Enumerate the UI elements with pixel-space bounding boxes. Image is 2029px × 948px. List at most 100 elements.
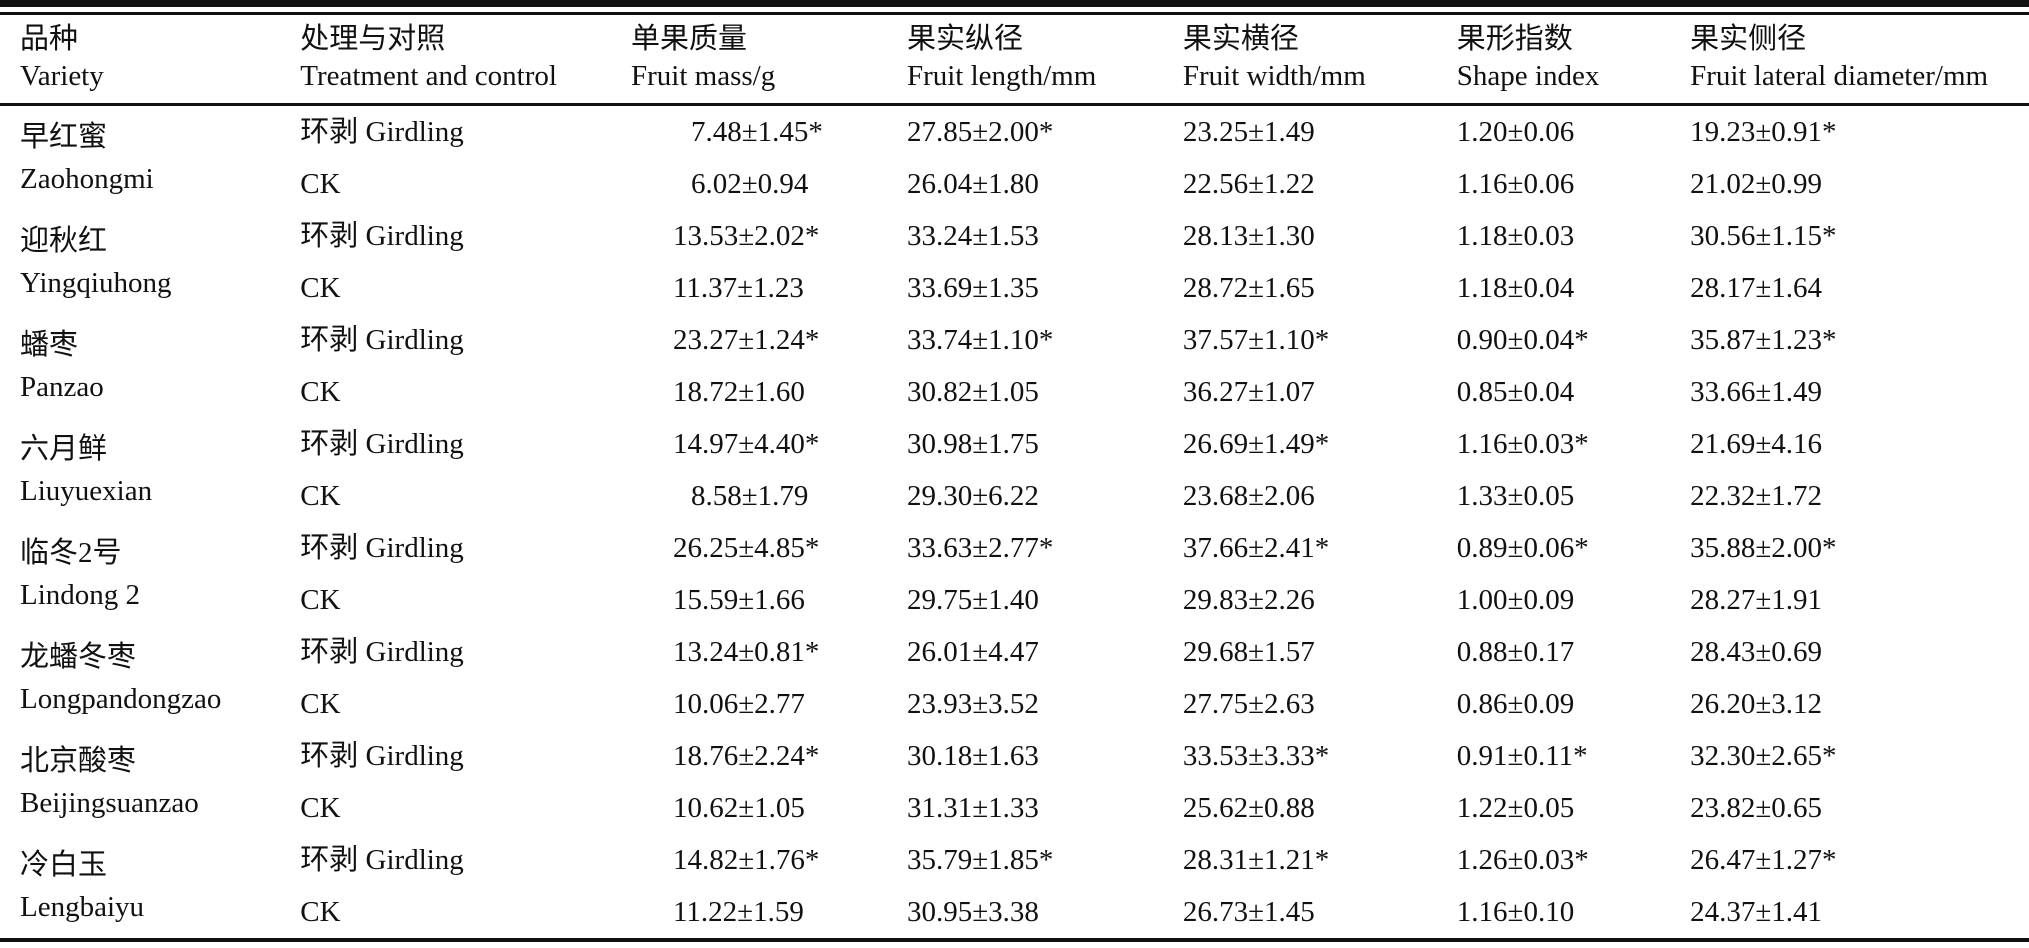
table-body: 早红蜜 Zaohongmi 环剥 Girdling 7.48±1.45* 27.85±2…: [0, 105, 2029, 939]
value-cell: 30.82±1.05: [906, 376, 1039, 408]
value-cell: 7.48±1.45*: [690, 116, 823, 148]
value-cell: 1.20±0.06: [1456, 116, 1575, 148]
value-cell: 0.88±0.17: [1456, 636, 1575, 668]
table-row: 北京酸枣 Beijingsuanzao 环剥 Girdling 18.76±2.24*…: [0, 730, 2029, 819]
header-shape-index-en: Shape index: [1456, 60, 1600, 92]
treatment-cell: CK: [300, 272, 341, 304]
table-header: 品种 Variety 处理与对照 Treatment and control 单…: [0, 15, 2029, 106]
value-cell: 15.59±1.66: [673, 584, 805, 616]
value-cell: 26.25±4.85*: [673, 532, 820, 564]
variety-name-zh: 冷白玉: [20, 849, 108, 881]
table-bottom-rule-thin: [0, 938, 2029, 942]
variety-cell: 临冬2号 Lindong 2: [0, 522, 300, 626]
table-row: 龙蟠冬枣 Longpandongzao 环剥 Girdling 13.24±0.81*…: [0, 626, 2029, 715]
value-cell: 23.27±1.24*: [673, 324, 820, 356]
table-row: 迎秋红 Yingqiuhong 环剥 Girdling 13.53±2.02* 33.2…: [0, 210, 2029, 299]
value-cell: 0.86±0.09: [1456, 688, 1575, 720]
fruit-traits-table: 品种 Variety 处理与对照 Treatment and control 单…: [0, 15, 2029, 938]
treatment-cell: 环剥 Girdling: [300, 740, 464, 772]
treatment-cell: CK: [300, 584, 341, 616]
table-row: 蟠枣 Panzao 环剥 Girdling 23.27±1.24* 33.74±1.10…: [0, 314, 2029, 403]
value-cell: 26.47±1.27*: [1690, 844, 1837, 876]
header-row: 品种 Variety 处理与对照 Treatment and control 单…: [0, 15, 2029, 106]
value-cell: 24.37±1.41: [1690, 896, 1823, 928]
value-cell: 29.83±2.26: [1182, 584, 1315, 616]
variety-name-en: Zaohongmi: [20, 163, 154, 195]
value-cell: 23.25±1.49: [1182, 116, 1315, 148]
treatment-cell: 环剥 Girdling: [300, 844, 464, 876]
header-treatment-zh: 处理与对照: [300, 23, 446, 55]
variety-cell: 迎秋红 Yingqiuhong: [0, 210, 300, 314]
value-cell: 35.88±2.00*: [1690, 532, 1837, 564]
value-cell: 29.30±6.22: [906, 480, 1039, 512]
table-top-rule-thin: [0, 12, 2029, 15]
value-cell: 26.69±1.49*: [1182, 428, 1330, 460]
variety-name-zh: 迎秋红: [20, 225, 108, 257]
value-cell: 30.56±1.15*: [1690, 220, 1837, 252]
header-lateral-diameter-zh: 果实侧径: [1690, 23, 1807, 55]
value-cell: 1.18±0.04: [1456, 272, 1575, 304]
value-cell: 31.31±1.33: [906, 792, 1039, 824]
value-cell: 1.33±0.05: [1456, 480, 1575, 512]
header-lateral-diameter: 果实侧径 Fruit lateral diameter/mm: [1690, 15, 2029, 106]
table-row: 冷白玉 Lengbaiyu 环剥 Girdling 14.82±1.76* 35.79±…: [0, 834, 2029, 923]
value-cell: 36.27±1.07: [1182, 376, 1315, 408]
variety-name-en: Beijingsuanzao: [20, 787, 199, 819]
value-cell: 26.01±4.47: [906, 636, 1039, 668]
variety-cell: 早红蜜 Zaohongmi: [0, 105, 300, 211]
table-row: 六月鲜 Liuyuexian 环剥 Girdling 14.97±4.40* 30.98…: [0, 418, 2029, 507]
header-lateral-diameter-en: Fruit lateral diameter/mm: [1690, 60, 1989, 92]
value-cell: 25.62±0.88: [1182, 792, 1315, 824]
variety-cell: 六月鲜 Liuyuexian: [0, 418, 300, 522]
value-cell: 0.85±0.04: [1456, 376, 1575, 408]
treatment-cell: CK: [300, 688, 341, 720]
value-cell: 8.58±1.79: [690, 480, 809, 512]
value-cell: 27.75±2.63: [1182, 688, 1315, 720]
header-fruit-mass: 单果质量 Fruit mass/g: [631, 15, 907, 106]
header-variety-en: Variety: [20, 60, 104, 92]
variety-name-zh: 龙蟠冬枣: [20, 641, 137, 673]
value-cell: 1.16±0.03*: [1456, 428, 1589, 460]
value-cell: 14.82±1.76*: [673, 844, 820, 876]
value-cell: 10.62±1.05: [673, 792, 805, 824]
table-row: CK 10.62±1.05 31.31±1.33 25.62±0.88 1.22±0.0…: [0, 782, 2029, 834]
table-top-rule-thick: [0, 0, 2029, 7]
value-cell: 18.76±2.24*: [673, 740, 820, 772]
header-fruit-width-zh: 果实横径: [1182, 23, 1299, 55]
header-fruit-mass-zh: 单果质量: [631, 23, 748, 55]
variety-name-en: Liuyuexian: [20, 475, 153, 507]
value-cell: 30.98±1.75: [906, 428, 1039, 460]
value-cell: 33.53±3.33*: [1182, 740, 1330, 772]
treatment-cell: 环剥 Girdling: [300, 532, 464, 564]
value-cell: 13.24±0.81*: [673, 636, 820, 668]
value-cell: 28.72±1.65: [1182, 272, 1315, 304]
value-cell: 22.32±1.72: [1690, 480, 1823, 512]
value-cell: 35.79±1.85*: [906, 844, 1054, 876]
table-row: 早红蜜 Zaohongmi 环剥 Girdling 7.48±1.45* 27.85±2…: [0, 105, 2029, 195]
variety-name-en: Panzao: [20, 371, 104, 403]
header-fruit-width-en: Fruit width/mm: [1182, 60, 1366, 92]
value-cell: 14.97±4.40*: [673, 428, 820, 460]
value-cell: 35.87±1.23*: [1690, 324, 1837, 356]
variety-name-en: Lindong 2: [20, 579, 141, 611]
value-cell: 21.69±4.16: [1690, 428, 1823, 460]
header-variety-zh: 品种: [20, 23, 79, 55]
table-row: CK 6.02±0.94 26.04±1.80 22.56±1.22 1.16±0.06…: [0, 158, 2029, 210]
table-row: CK 18.72±1.60 30.82±1.05 36.27±1.07 0.85±0.0…: [0, 366, 2029, 418]
value-cell: 23.93±3.52: [906, 688, 1039, 720]
table-row: CK 11.22±1.59 30.95±3.38 26.73±1.45 1.16±0.1…: [0, 886, 2029, 938]
value-cell: 28.31±1.21*: [1182, 844, 1330, 876]
variety-name-zh: 蟠枣: [20, 329, 79, 361]
treatment-cell: 环剥 Girdling: [300, 116, 464, 148]
value-cell: 23.82±0.65: [1690, 792, 1823, 824]
value-cell: 22.56±1.22: [1182, 168, 1315, 200]
header-fruit-length-zh: 果实纵径: [906, 23, 1023, 55]
value-cell: 11.37±1.23: [673, 272, 804, 304]
value-cell: 26.04±1.80: [906, 168, 1039, 200]
value-cell: 21.02±0.99: [1690, 168, 1823, 200]
variety-cell: 龙蟠冬枣 Longpandongzao: [0, 626, 300, 730]
treatment-cell: CK: [300, 792, 341, 824]
treatment-cell: 环剥 Girdling: [300, 324, 464, 356]
value-cell: 1.16±0.10: [1456, 896, 1575, 928]
